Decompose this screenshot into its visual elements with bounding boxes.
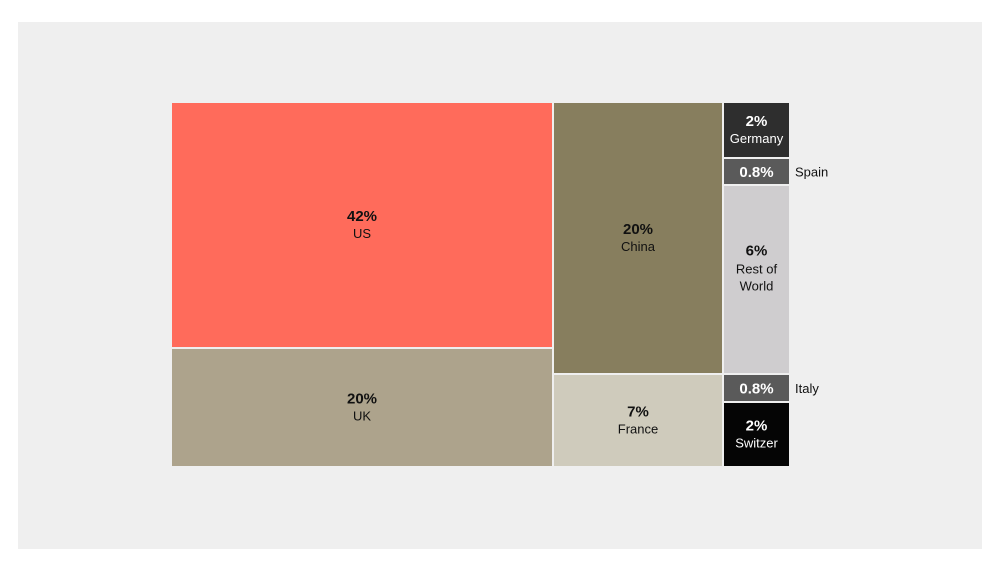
treemap-value-uk: 20% [347, 391, 377, 408]
treemap-cell-switzer: 2%Switzer [724, 403, 789, 466]
treemap-label-france: France [618, 422, 658, 437]
treemap-label-uk: UK [353, 409, 371, 424]
treemap-value-italy: 0.8% [739, 381, 773, 398]
treemap-label-spain: Spain [795, 165, 828, 180]
treemap-label-germany: Germany [730, 131, 784, 146]
treemap-cell-china: 20%China [554, 103, 722, 373]
treemap-rect-italy [724, 375, 789, 401]
treemap-label-us: US [353, 226, 371, 241]
treemap-value-france: 7% [627, 404, 649, 421]
treemap-value-us: 42% [347, 208, 377, 225]
treemap-cell-italy: 0.8% Italy [724, 375, 819, 401]
treemap-cell-rest-of-world: 6% Rest of World [724, 186, 789, 373]
treemap-cell-france: 7%France [554, 375, 722, 466]
treemap-rect-spain [724, 159, 789, 184]
treemap-cell-us: 42%US [172, 103, 552, 347]
treemap-rect-switzer [724, 403, 789, 466]
treemap-value-rest-of-world: 6% [746, 243, 768, 260]
treemap-label-china: China [621, 239, 656, 254]
treemap-rect-rest-of-world [724, 186, 789, 373]
treemap-rect-germany [724, 103, 789, 157]
treemap-label-switzer: Switzer [735, 436, 778, 451]
treemap-cell-uk: 20%UK [172, 349, 552, 466]
treemap-cell-spain: 0.8% Spain [724, 159, 828, 184]
treemap-label-rest-of-world: Rest of World [736, 262, 778, 294]
treemap-value-spain: 0.8% [739, 164, 773, 181]
treemap-value-china: 20% [623, 221, 653, 238]
treemap-label-italy: Italy [795, 381, 819, 396]
treemap-value-germany: 2% [746, 113, 768, 130]
treemap-rect-uk [172, 349, 552, 466]
treemap-value-switzer: 2% [746, 418, 768, 435]
treemap-rect-us [172, 103, 552, 347]
treemap-rect-france [554, 375, 722, 466]
treemap-cell-germany: 2%Germany [724, 103, 789, 157]
treemap-rect-china [554, 103, 722, 373]
